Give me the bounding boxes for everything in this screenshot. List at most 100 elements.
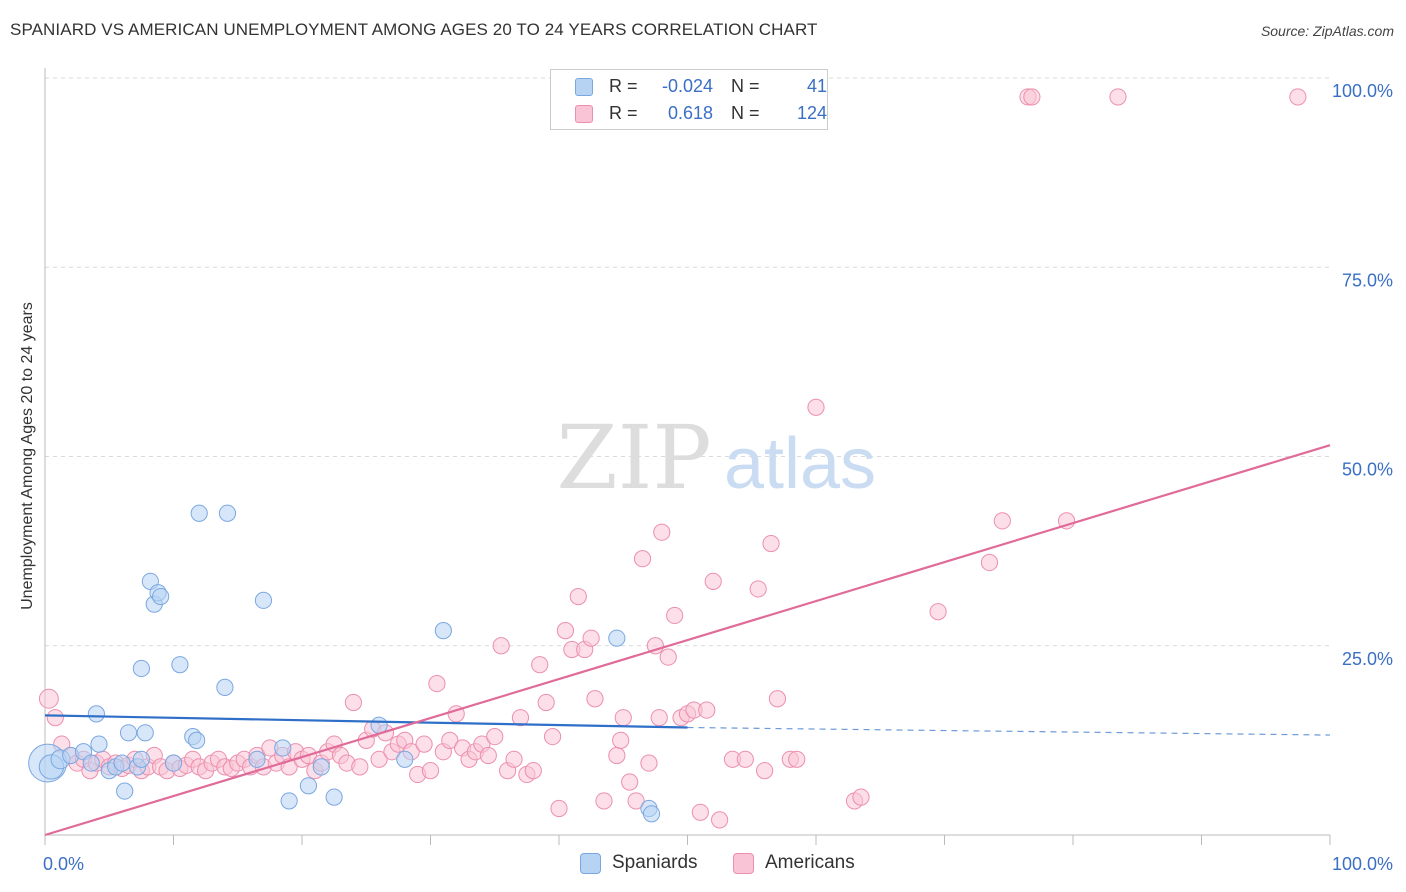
spaniard-point bbox=[608, 629, 626, 647]
american-point bbox=[749, 580, 767, 598]
american-point bbox=[569, 587, 587, 606]
american-point bbox=[627, 792, 645, 810]
spaniard-point bbox=[90, 735, 108, 753]
spaniard-point bbox=[116, 782, 134, 800]
american-point bbox=[351, 758, 369, 776]
american-point bbox=[479, 746, 497, 765]
american-point bbox=[762, 534, 780, 553]
american-point bbox=[537, 693, 555, 712]
watermark-atlas: atlas bbox=[724, 424, 876, 504]
spaniards-points bbox=[28, 504, 661, 823]
spaniard-point bbox=[280, 792, 298, 810]
spaniard-point bbox=[119, 724, 138, 742]
american-point bbox=[441, 731, 459, 749]
american-point bbox=[556, 622, 575, 640]
watermark: ZIP atlas bbox=[556, 406, 876, 509]
y-axis-label: Unemployment Among Ages 20 to 24 years bbox=[19, 302, 36, 610]
spaniard-point bbox=[434, 622, 452, 640]
source-label: Source: ZipAtlas.com bbox=[1260, 23, 1394, 39]
american-point bbox=[691, 803, 709, 821]
legend-swatch-blue bbox=[575, 78, 593, 96]
american-point bbox=[38, 688, 59, 709]
american-point bbox=[511, 709, 530, 727]
legend-n-label: N = bbox=[731, 103, 760, 123]
american-point bbox=[621, 773, 639, 791]
spaniard-point bbox=[87, 705, 106, 723]
spaniard-point bbox=[152, 587, 170, 606]
american-point bbox=[807, 398, 825, 416]
american-point bbox=[633, 550, 652, 568]
american-point bbox=[736, 750, 754, 768]
spaniard-point bbox=[325, 788, 343, 806]
american-point bbox=[852, 788, 870, 806]
spaniard-point bbox=[132, 659, 150, 678]
spaniard-point bbox=[190, 504, 208, 522]
y-tick-label: 75.0% bbox=[1342, 270, 1393, 290]
legend-r-label: R = bbox=[609, 103, 638, 123]
american-point bbox=[993, 512, 1011, 530]
american-point bbox=[428, 675, 446, 693]
spaniard-point bbox=[274, 739, 292, 757]
american-point bbox=[646, 637, 664, 655]
american-point bbox=[929, 603, 947, 621]
american-point bbox=[344, 693, 362, 712]
bottom-legend-swatch-blue bbox=[580, 853, 601, 874]
american-point bbox=[531, 656, 549, 674]
legend-swatch-pink bbox=[575, 105, 593, 123]
american-point bbox=[788, 750, 806, 768]
american-point bbox=[653, 523, 671, 541]
y-tick-label: 25.0% bbox=[1342, 649, 1393, 669]
american-point bbox=[595, 792, 613, 810]
american-point bbox=[505, 750, 523, 768]
spaniards-trend-line bbox=[44, 714, 688, 729]
american-point bbox=[1289, 88, 1307, 106]
legend-r-label: R = bbox=[609, 76, 638, 96]
american-point bbox=[524, 762, 542, 780]
bottom-legend-swatch-pink bbox=[733, 853, 754, 874]
american-point bbox=[711, 811, 729, 829]
spaniard-point bbox=[299, 777, 318, 795]
tick-labels: 25.0% 50.0% 75.0% 100.0% 0.0% 100.0% bbox=[43, 81, 1393, 874]
american-point bbox=[614, 709, 632, 727]
grid bbox=[45, 77, 1330, 647]
spaniard-point bbox=[136, 724, 154, 742]
american-point bbox=[612, 731, 630, 749]
spaniard-point bbox=[642, 805, 661, 823]
x-tick-label: 100.0% bbox=[1332, 854, 1393, 874]
american-point bbox=[1023, 88, 1041, 106]
y-tick-label: 50.0% bbox=[1342, 460, 1393, 480]
american-point bbox=[1109, 88, 1127, 106]
american-point bbox=[666, 606, 684, 625]
spaniard-point bbox=[396, 750, 414, 768]
legend-r-value: 0.618 bbox=[667, 103, 713, 123]
x-tick-label: 0.0% bbox=[43, 854, 84, 874]
legend-n-value: 41 bbox=[806, 76, 827, 96]
spaniard-point bbox=[188, 731, 206, 749]
bottom-legend-label: Spaniards bbox=[612, 852, 698, 873]
spaniard-point bbox=[132, 750, 150, 768]
american-point bbox=[698, 701, 716, 719]
legend-n-value: 124 bbox=[796, 103, 827, 123]
american-point bbox=[582, 629, 600, 647]
legend-r-value: -0.024 bbox=[661, 76, 713, 96]
american-point bbox=[768, 690, 787, 708]
american-point bbox=[980, 553, 999, 572]
watermark-zip: ZIP bbox=[556, 406, 711, 509]
bottom-legend-label: Americans bbox=[765, 852, 855, 873]
american-point bbox=[608, 746, 626, 765]
american-point bbox=[486, 727, 504, 746]
spaniard-point bbox=[218, 504, 237, 522]
american-point bbox=[370, 750, 388, 768]
american-point bbox=[46, 709, 64, 727]
american-point bbox=[543, 727, 562, 746]
americans-trend-line bbox=[44, 444, 1331, 837]
y-tick-label: 100.0% bbox=[1332, 81, 1393, 101]
american-point bbox=[659, 648, 677, 666]
legend-n-label: N = bbox=[731, 76, 760, 96]
american-point bbox=[756, 762, 774, 780]
american-point bbox=[650, 709, 668, 727]
american-point bbox=[492, 637, 510, 655]
trend-lines bbox=[44, 444, 1331, 837]
spaniard-point bbox=[312, 758, 330, 776]
